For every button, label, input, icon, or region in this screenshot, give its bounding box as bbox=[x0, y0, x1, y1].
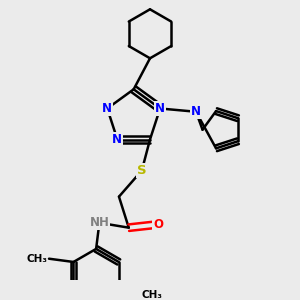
Text: NH: NH bbox=[89, 216, 109, 229]
Text: N: N bbox=[102, 102, 112, 115]
Text: N: N bbox=[191, 105, 201, 118]
Text: CH₃: CH₃ bbox=[142, 290, 163, 300]
Text: N: N bbox=[112, 133, 122, 146]
Text: N: N bbox=[155, 102, 165, 115]
Text: S: S bbox=[137, 164, 147, 177]
Text: CH₃: CH₃ bbox=[26, 254, 47, 264]
Text: O: O bbox=[153, 218, 163, 231]
